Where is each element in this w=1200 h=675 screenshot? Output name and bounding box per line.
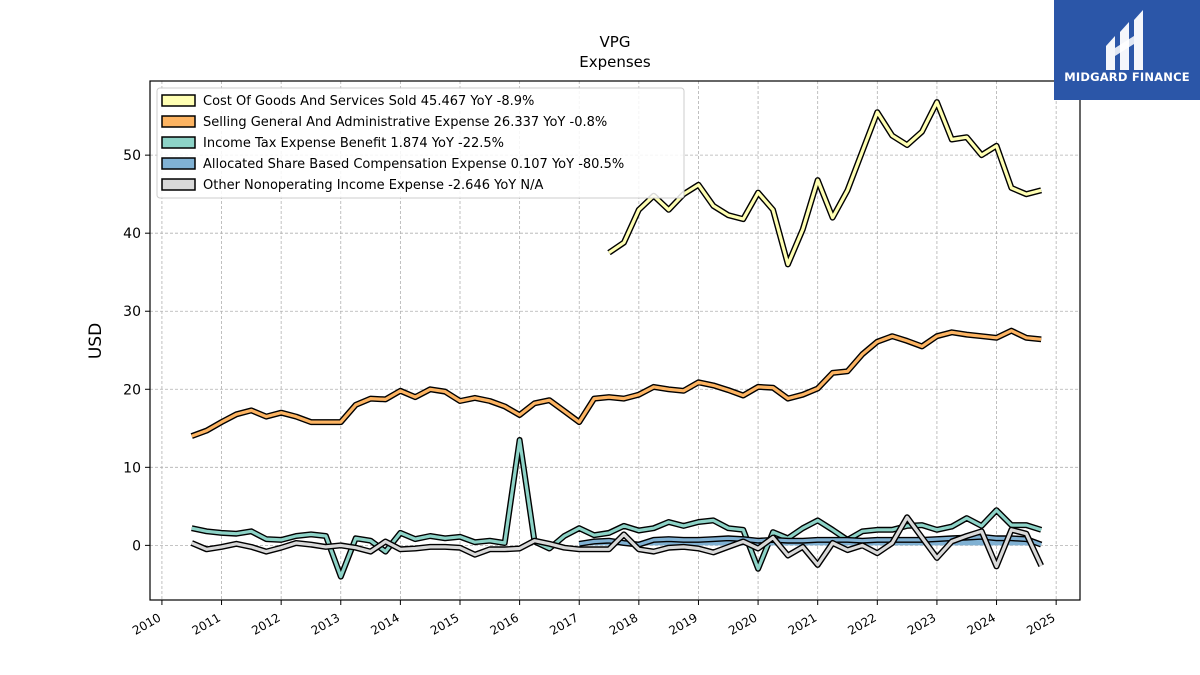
legend-swatch-3	[161, 157, 196, 170]
brand-logo-icon	[1106, 10, 1143, 70]
y-axis-ticks: 0 10 20 30 40 50	[123, 148, 150, 554]
legend-swatch-0	[161, 94, 196, 107]
series-lines	[190, 99, 1044, 580]
y-tick-label: 0	[132, 538, 141, 554]
y-tick-label: 10	[123, 460, 141, 476]
y-tick-label: 20	[123, 382, 141, 398]
brand-logo: MIDGARD FINANCE	[1054, 0, 1200, 100]
brand-name: MIDGARD FINANCE	[1064, 70, 1190, 84]
series-line-1	[191, 329, 1042, 438]
legend-label-2: Income Tax Expense Benefit 1.874 YoY -22…	[203, 136, 504, 151]
legend-label-0: Cost Of Goods And Services Sold 45.467 Y…	[203, 94, 534, 109]
y-tick-label: 50	[123, 148, 141, 164]
chart-title: VPG	[600, 33, 631, 51]
legend-label-1: Selling General And Administrative Expen…	[203, 115, 607, 130]
legend-swatch-1	[161, 115, 196, 128]
legend-box	[156, 87, 685, 199]
y-tick-label: 40	[123, 226, 141, 242]
y-axis-label: USD	[86, 323, 106, 359]
legend: Cost Of Goods And Services Sold 45.467 Y…	[156, 87, 685, 199]
y-tick-label: 30	[123, 304, 141, 320]
legend-swatch-2	[161, 136, 196, 149]
legend-label-4: Other Nonoperating Income Expense -2.646…	[203, 178, 543, 193]
legend-label-3: Allocated Share Based Compensation Expen…	[203, 157, 624, 172]
chart-subtitle: Expenses	[579, 53, 651, 71]
legend-swatch-4	[161, 178, 196, 191]
plot-frame	[149, 80, 1081, 601]
series-line-4	[191, 515, 1043, 569]
